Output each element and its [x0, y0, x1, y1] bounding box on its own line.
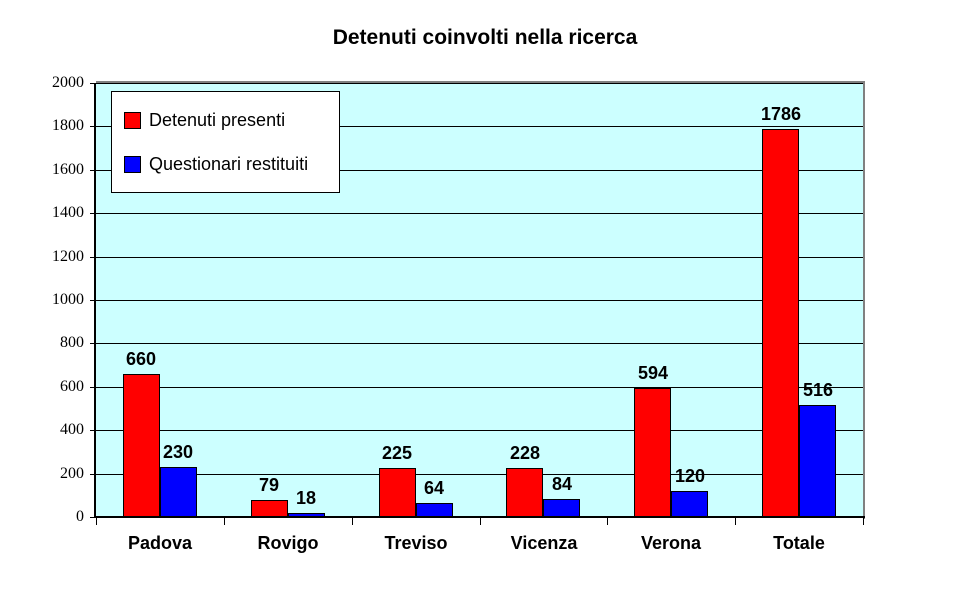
bar-value-label: 225 — [381, 443, 413, 463]
gridline — [96, 169, 863, 171]
bar-value-label: 1786 — [760, 104, 802, 124]
gridline — [96, 300, 863, 301]
y-tick-label: 1800 — [52, 117, 84, 135]
y-tick-label: 600 — [60, 377, 84, 395]
bar-value-label: 18 — [295, 488, 317, 508]
y-tick-mark — [90, 169, 101, 171]
y-tick-mark — [90, 256, 101, 258]
bar-questionari-restituiti — [543, 499, 580, 517]
gridline — [96, 126, 863, 128]
bar-value-label: 79 — [258, 475, 280, 495]
legend-swatch-blue-icon — [124, 155, 141, 173]
x-tick-mark — [863, 518, 864, 525]
bar-value-label: 660 — [125, 349, 157, 369]
chart-title: Detenuti coinvolti nella ricerca — [332, 26, 638, 49]
y-tick-mark — [90, 213, 101, 215]
x-category-label: Verona — [640, 533, 702, 553]
y-tick-label: 200 — [60, 464, 84, 482]
plot-border-right — [863, 81, 865, 519]
x-tick-mark — [352, 518, 353, 525]
y-tick-label: 0 — [76, 508, 84, 525]
legend: Detenuti presenti Questionari restituiti — [111, 91, 340, 193]
x-tick-mark — [480, 518, 481, 525]
gridline — [96, 83, 863, 84]
x-category-label: Vicenza — [510, 533, 578, 553]
legend-label: Detenuti presenti — [149, 109, 286, 130]
x-tick-mark — [224, 518, 225, 525]
legend-item-questionari-restituiti: Questionari restituiti — [124, 154, 339, 175]
y-tick-mark — [90, 386, 101, 388]
x-tick-mark — [607, 518, 608, 525]
x-tick-mark — [735, 518, 736, 525]
legend-label: Questionari restituiti — [149, 153, 309, 174]
gridline — [96, 386, 863, 388]
bar-value-label: 594 — [637, 363, 669, 383]
bar-value-label: 230 — [162, 442, 194, 462]
y-tick-mark — [90, 343, 101, 345]
bar-questionari-restituiti — [671, 491, 708, 517]
y-tick-mark — [90, 300, 101, 301]
y-tick-label: 1200 — [52, 247, 84, 265]
y-tick-label: 2000 — [52, 74, 84, 91]
x-tick-mark — [96, 518, 97, 525]
x-axis-line — [94, 516, 865, 518]
y-tick-mark — [90, 473, 101, 475]
y-tick-mark — [90, 126, 101, 128]
y-tick-mark — [90, 430, 101, 432]
y-tick-label: 800 — [60, 334, 84, 352]
y-tick-mark — [90, 517, 101, 518]
x-category-label: Rovigo — [257, 533, 319, 553]
gridline — [96, 473, 863, 475]
bar-questionari-restituiti — [416, 503, 453, 517]
gridline — [96, 343, 863, 345]
y-tick-mark — [90, 83, 101, 84]
bar-value-label: 120 — [674, 466, 706, 486]
y-tick-label: 1600 — [52, 160, 84, 178]
plot-area: 660 230 79 18 225 64 228 84 594 120 1786 516 — [96, 83, 863, 517]
y-tick-label: 400 — [60, 421, 84, 439]
x-category-label: Padova — [127, 533, 193, 553]
x-category-label: Totale — [773, 533, 825, 553]
bar-value-label: 84 — [551, 474, 573, 494]
gridline — [96, 213, 863, 215]
bar-detenuti-presenti — [634, 388, 671, 517]
y-tick-label: 1000 — [52, 291, 84, 308]
legend-item-detenuti-presenti: Detenuti presenti — [124, 110, 339, 131]
bar-questionari-restituiti — [160, 467, 197, 517]
plot-border-top — [96, 81, 865, 83]
bar-value-label: 516 — [802, 380, 834, 400]
gridline — [96, 256, 863, 258]
x-category-label: Treviso — [384, 533, 448, 553]
bar-questionari-restituiti — [799, 405, 836, 517]
y-tick-label: 1400 — [52, 204, 84, 222]
gridline — [96, 430, 863, 432]
bar-value-label: 228 — [509, 443, 541, 463]
bar-value-label: 64 — [423, 478, 445, 498]
bar-detenuti-presenti — [762, 129, 799, 517]
legend-swatch-red-icon — [124, 111, 141, 129]
